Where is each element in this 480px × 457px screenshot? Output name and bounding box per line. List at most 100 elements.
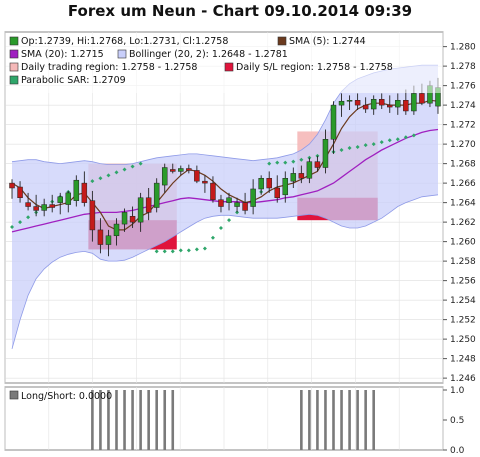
- y-tick-label: 1.246: [450, 374, 476, 384]
- candle-up: [234, 202, 240, 207]
- legend-label: Bollinger (20, 2): 1.2648 - 1.2781: [129, 49, 288, 60]
- sar-point: [227, 218, 232, 223]
- y-tick-label: 1.266: [450, 179, 476, 189]
- candle-up: [258, 178, 264, 190]
- candle-down: [354, 100, 361, 106]
- longshort-bar: [356, 390, 359, 450]
- candle-up: [73, 179, 80, 201]
- longshort-bar: [115, 390, 118, 450]
- longshort-bar: [332, 390, 335, 450]
- candle-up: [41, 204, 47, 211]
- sar-point: [130, 164, 135, 169]
- candle-down: [266, 178, 272, 189]
- candle-up: [290, 173, 297, 182]
- candle-up: [153, 182, 160, 208]
- y-tick-label: 1.280: [450, 43, 476, 53]
- sar-point: [98, 176, 103, 181]
- sar-point: [202, 246, 207, 251]
- candle-down: [298, 173, 305, 179]
- y-tick-label: 1.268: [450, 160, 476, 170]
- sar-point: [283, 160, 288, 165]
- sar-point: [210, 235, 215, 240]
- y-tick-label: 1.276: [450, 82, 476, 92]
- y-tick-label: 1.262: [450, 218, 476, 228]
- candle-down: [186, 168, 192, 171]
- bollinger-lower-line: [11, 194, 439, 350]
- sar-point: [10, 225, 15, 229]
- sar-point: [291, 159, 296, 164]
- longshort-bar: [316, 390, 319, 450]
- y-tick-label: 1.258: [450, 257, 476, 267]
- chart-title: Forex um Neun - Chart 09.10.2014 09:39: [67, 2, 413, 20]
- candle-up: [178, 168, 184, 172]
- legend-swatch: [9, 75, 19, 85]
- longshort-y-axis: 1.0 0.5 0.0: [443, 386, 465, 456]
- candle-down: [170, 169, 176, 172]
- candle-down: [89, 200, 96, 231]
- candle-down: [210, 182, 216, 200]
- candle-up: [370, 99, 377, 110]
- legend-swatch: [9, 49, 19, 59]
- sar-point: [178, 248, 183, 253]
- sar-point: [90, 179, 95, 184]
- y-tick-label: 1.250: [450, 335, 476, 345]
- y-tick-label: 1.252: [450, 316, 476, 326]
- legend-swatch: [9, 62, 19, 72]
- y-tick-label: 1.256: [450, 277, 476, 287]
- longshort-bar: [91, 390, 94, 450]
- legend-swatch: [277, 36, 287, 46]
- sar-point: [403, 135, 408, 140]
- legend-label: Daily S/L region: 1.2758 - 1.2758: [236, 62, 393, 73]
- candle-down: [202, 180, 208, 184]
- legend-swatch: [9, 36, 19, 46]
- longshort-tick-label: 0.0: [450, 446, 465, 456]
- candle-up: [322, 139, 329, 168]
- candle-down: [9, 182, 15, 189]
- longshort-bar: [324, 390, 327, 450]
- candle-up: [338, 100, 345, 106]
- longshort-legend-label: Long/Short: 0.0000: [21, 391, 112, 402]
- sar-point: [170, 249, 175, 254]
- legend-label: SMA (5): 1.2744: [289, 36, 366, 47]
- y-axis: 1.280 1.278 1.276 1.274 1.272 1.270 1.268 1.266…: [443, 43, 476, 384]
- candle-down: [362, 104, 369, 110]
- sar-point: [162, 249, 167, 254]
- sar-point: [194, 247, 199, 252]
- legend-label: SMA (20): 1.2715: [21, 49, 104, 60]
- candle-up: [250, 188, 256, 207]
- longshort-bar: [107, 390, 110, 450]
- longshort-bars: [91, 390, 375, 450]
- candle-down: [194, 170, 200, 182]
- longshort-bar: [340, 390, 343, 450]
- y-tick-label: 1.248: [450, 355, 476, 365]
- sar-point: [363, 143, 368, 148]
- candle-up: [161, 167, 168, 186]
- longshort-bar: [155, 390, 158, 450]
- y-tick-label: 1.270: [450, 140, 476, 150]
- parabolic-sar-layer: [10, 133, 416, 254]
- sar-point: [138, 161, 143, 166]
- longshort-bar: [300, 390, 303, 450]
- sar-point: [114, 170, 119, 175]
- candle-up: [226, 197, 232, 203]
- sar-point: [267, 161, 272, 166]
- longshort-bar: [123, 390, 126, 450]
- candle-up: [306, 161, 313, 179]
- sar-point: [371, 142, 376, 147]
- sar-point: [18, 220, 23, 225]
- candle-down: [218, 199, 224, 207]
- y-tick-label: 1.254: [450, 296, 476, 306]
- candle-down: [17, 186, 23, 198]
- y-tick-label: 1.274: [450, 101, 476, 111]
- longshort-bar: [364, 390, 367, 450]
- candle-up: [346, 100, 353, 102]
- longshort-bar: [139, 390, 142, 450]
- candle-down: [378, 99, 385, 106]
- candles-layer: [9, 77, 441, 257]
- candle-up: [105, 235, 112, 245]
- sar-point: [186, 248, 191, 253]
- longshort-bar: [348, 390, 351, 450]
- longshort-tick-label: 0.5: [450, 416, 464, 426]
- longshort-legend-swatch: [9, 390, 19, 400]
